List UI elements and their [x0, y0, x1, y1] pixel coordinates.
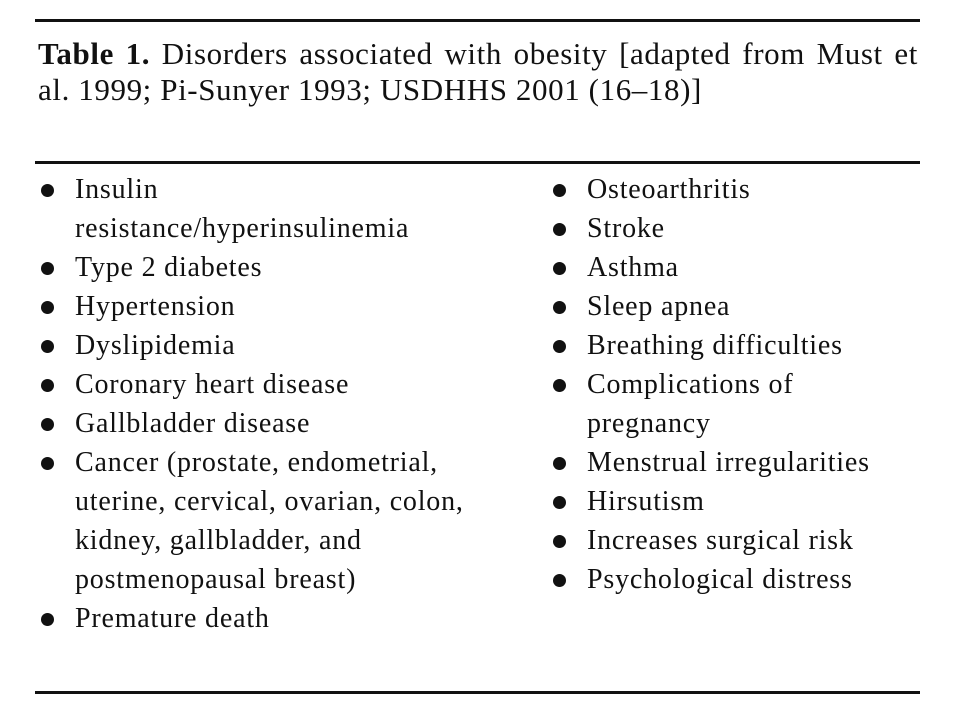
list-item: Insulin resistance/hyperinsulinemia	[38, 170, 488, 248]
list-item: Psychological distress	[550, 560, 925, 599]
table-label: Table 1.	[38, 36, 151, 71]
caption-text: Disorders associated with obesity [adapt…	[38, 36, 918, 107]
list-item: Premature death	[38, 599, 488, 638]
list-item: Stroke	[550, 209, 925, 248]
list-item: Hypertension	[38, 287, 488, 326]
list-item: Increases surgical risk	[550, 521, 925, 560]
right-list: Osteoarthritis Stroke Asthma Sleep apnea Bre…	[550, 170, 925, 599]
list-item: Osteoarthritis	[550, 170, 925, 209]
list-item: Menstrual irregularities	[550, 443, 925, 482]
list-item: Cancer (prostate, endometrial, uterine, …	[38, 443, 488, 599]
header-rule	[35, 161, 920, 164]
list-item: Gallbladder disease	[38, 404, 488, 443]
list-item: Coronary heart disease	[38, 365, 488, 404]
list-item: Dyslipidemia	[38, 326, 488, 365]
bottom-rule	[35, 691, 920, 694]
table-caption: Table 1. Disorders associated with obesi…	[38, 36, 918, 108]
list-item: Type 2 diabetes	[38, 248, 488, 287]
list-item: Breathing difficulties	[550, 326, 925, 365]
list-item: Asthma	[550, 248, 925, 287]
top-rule	[35, 19, 920, 22]
list-item: Complications of pregnancy	[550, 365, 925, 443]
list-item: Hirsutism	[550, 482, 925, 521]
list-item: Sleep apnea	[550, 287, 925, 326]
left-list: Insulin resistance/hyperinsulinemia Type …	[38, 170, 488, 638]
